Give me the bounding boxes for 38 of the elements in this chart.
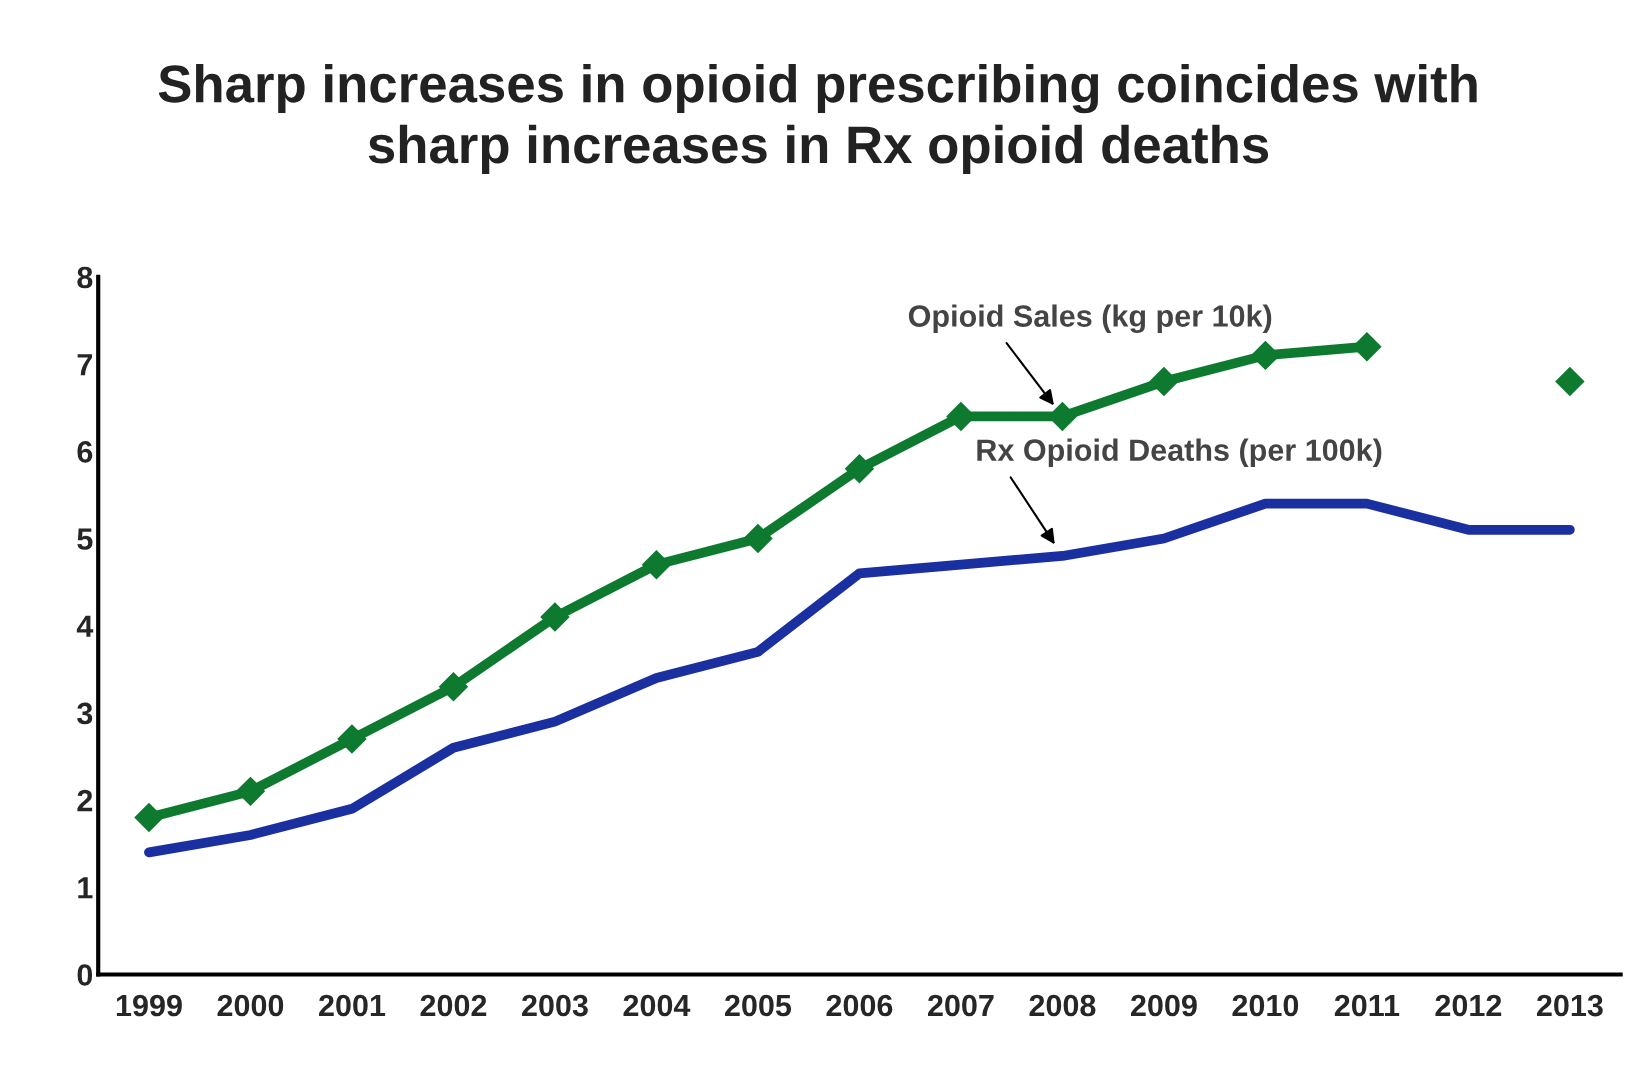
y-tick-label: 4 <box>76 615 94 637</box>
x-tick-label: 2001 <box>319 994 386 1017</box>
x-tick-label: 2008 <box>1029 994 1096 1017</box>
x-tick-label: 2000 <box>217 994 284 1017</box>
y-tick-label: 2 <box>77 789 93 812</box>
point <box>439 672 468 702</box>
x-tick-label: 2005 <box>725 994 792 1017</box>
x-tick-label: 2007 <box>928 994 994 1017</box>
x-tick-label: 1999 <box>116 994 182 1017</box>
point <box>1250 340 1280 370</box>
chart-title: Sharp increases in opioid prescribing coincides with sharp increases in Rx opioid deaths <box>158 63 1477 174</box>
annotation: Rx Opioid Deaths (per 100k) <box>977 438 1382 468</box>
point <box>134 803 164 832</box>
annotation: Opioid Sales (kg per 10k) <box>908 304 1272 334</box>
x-tick-label: 2011 <box>1334 994 1400 1017</box>
y-tick-label: 3 <box>77 702 93 725</box>
x-tick-label: 2003 <box>522 994 588 1017</box>
point <box>337 724 367 754</box>
y-tick-label: 5 <box>77 528 93 550</box>
x-tick-label: 2009 <box>1130 994 1197 1017</box>
x-tick-label: 2013 <box>1536 994 1603 1017</box>
point <box>844 454 874 484</box>
x-tick-label: 2010 <box>1232 994 1299 1017</box>
point <box>1555 367 1585 396</box>
y-tick-label: 7 <box>77 354 93 376</box>
point <box>1149 367 1179 396</box>
x-tick-label: 2012 <box>1435 994 1502 1017</box>
y-tick-label: 1 <box>78 877 93 899</box>
x-tick-label: 2004 <box>623 994 691 1017</box>
point <box>743 524 773 553</box>
point <box>641 550 671 580</box>
x-tick-label: 2002 <box>420 994 487 1017</box>
y-tick-label: 6 <box>77 441 93 463</box>
point <box>236 776 265 806</box>
point <box>540 602 570 632</box>
y-tick-label: 8 <box>77 266 93 289</box>
y-tick-label: 0 <box>77 964 93 986</box>
x-tick-label: 2006 <box>826 994 893 1017</box>
